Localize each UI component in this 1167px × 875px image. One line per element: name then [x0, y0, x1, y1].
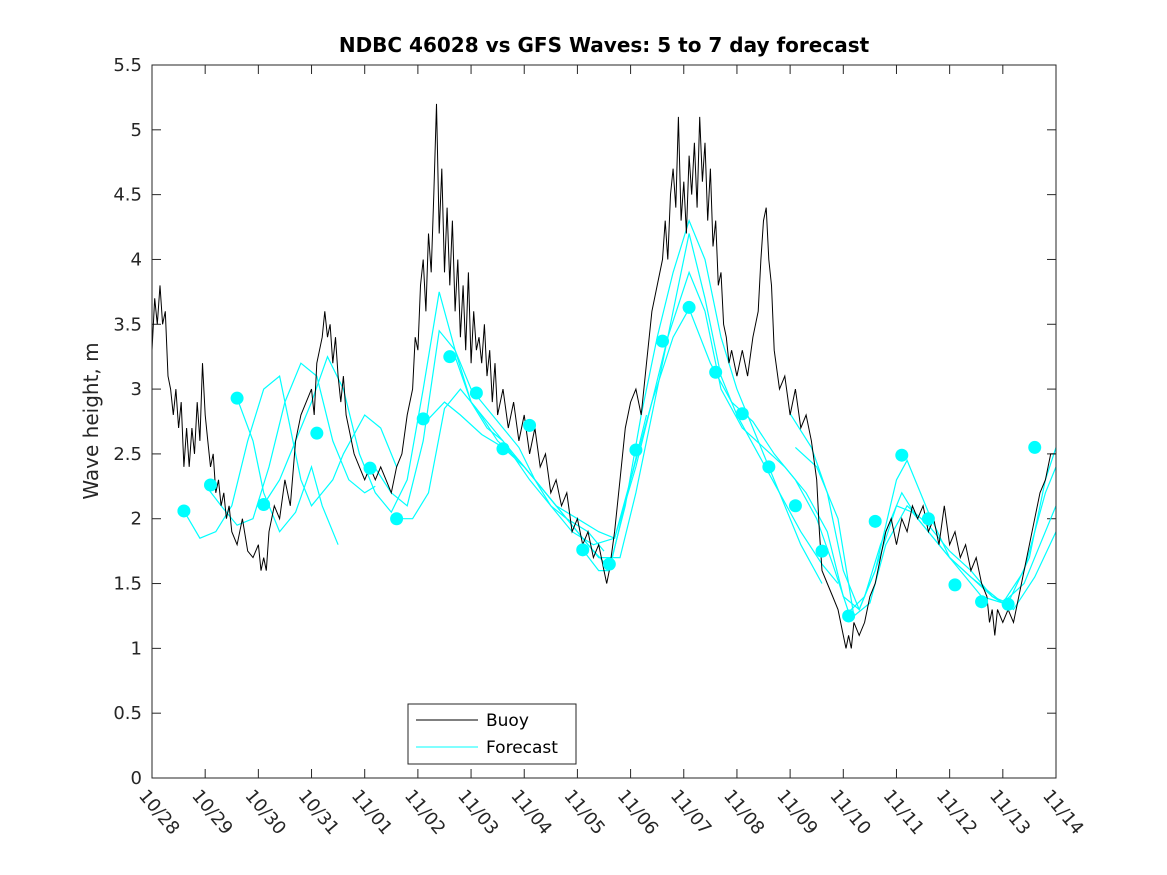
forecast-marker: [602, 557, 616, 571]
y-tick-label: 0: [131, 768, 142, 789]
y-tick-label: 5.5: [113, 55, 142, 76]
y-tick-label: 1: [131, 638, 142, 659]
y-tick-label: 2: [131, 509, 142, 530]
y-tick-label: 4.5: [113, 185, 142, 206]
legend-buoy-label: Buoy: [486, 711, 529, 731]
plot-frame: [151, 64, 1057, 779]
forecast-line: [582, 307, 1057, 614]
forecast-marker: [469, 386, 483, 400]
forecast-markers: [177, 300, 1042, 623]
y-axis-label: Wave height, m: [79, 342, 103, 499]
forecast-marker: [310, 426, 324, 440]
forecast-marker: [257, 497, 271, 511]
buoy-line: [151, 103, 1056, 649]
plot-area: [152, 65, 1056, 778]
forecast-marker: [230, 391, 244, 405]
forecast-marker: [363, 461, 377, 475]
y-tick-label: 3: [131, 379, 142, 400]
forecast-marker: [523, 418, 537, 432]
forecast-marker: [1001, 597, 1015, 611]
forecast-marker: [735, 407, 749, 421]
forecast-marker: [948, 578, 962, 592]
forecast-marker: [203, 478, 217, 492]
legend: Buoy Forecast: [407, 703, 577, 765]
forecast-marker: [709, 365, 723, 379]
forecast-line: [263, 291, 504, 514]
forecast-marker: [842, 609, 856, 623]
y-tick-label: 3.5: [113, 314, 142, 335]
forecast-marker: [762, 460, 776, 474]
forecast-marker: [895, 448, 909, 462]
forecast-marker: [416, 412, 430, 426]
forecast-marker: [921, 512, 935, 526]
forecast-marker: [576, 543, 590, 557]
forecast-marker: [975, 595, 989, 609]
chart-title: NDBC 46028 vs GFS Waves: 5 to 7 day fore…: [339, 33, 870, 57]
forecast-marker: [1028, 440, 1042, 454]
forecast-line: [236, 397, 339, 545]
forecast-marker: [682, 300, 696, 314]
legend-box: [407, 703, 577, 765]
forecast-marker: [177, 504, 191, 518]
forecast-line: [454, 233, 839, 584]
forecast-line: [374, 329, 605, 552]
forecast-marker: [788, 499, 802, 513]
legend-forecast-label: Forecast: [486, 738, 558, 758]
forecast-marker: [443, 350, 457, 364]
y-tick-label: 4: [131, 249, 142, 270]
forecast-marker: [496, 442, 510, 456]
forecast-line: [789, 413, 1057, 612]
forecast-marker: [655, 334, 669, 348]
forecast-marker: [390, 512, 404, 526]
forecast-marker: [629, 443, 643, 457]
forecast-marker: [868, 514, 882, 528]
forecast-line: [204, 362, 376, 526]
y-tick-label: 1.5: [113, 574, 142, 595]
y-tick-label: 0.5: [113, 703, 142, 724]
buoy-series: [151, 103, 1056, 649]
forecast-marker: [815, 544, 829, 558]
y-tick-label: 2.5: [113, 444, 142, 465]
y-tick-label: 5: [131, 120, 142, 141]
